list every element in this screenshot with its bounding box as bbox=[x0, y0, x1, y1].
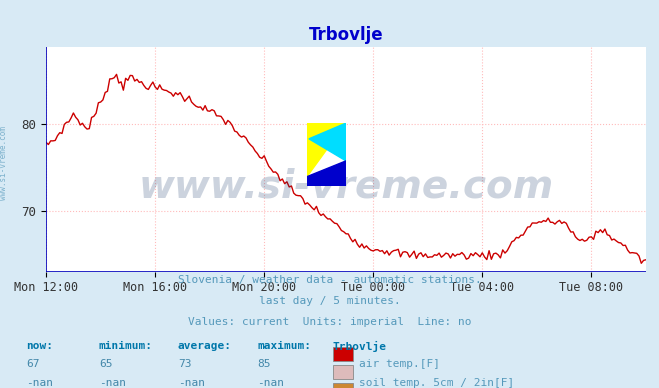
FancyBboxPatch shape bbox=[333, 365, 353, 379]
Text: minimum:: minimum: bbox=[99, 341, 153, 352]
Text: Slovenia / weather data - automatic stations.: Slovenia / weather data - automatic stat… bbox=[178, 275, 481, 285]
Text: www.si-vreme.com: www.si-vreme.com bbox=[0, 126, 8, 200]
Text: now:: now: bbox=[26, 341, 53, 352]
Title: Trbovlje: Trbovlje bbox=[308, 26, 384, 43]
Text: -nan: -nan bbox=[99, 378, 126, 388]
Text: last day / 5 minutes.: last day / 5 minutes. bbox=[258, 296, 401, 306]
Text: 65: 65 bbox=[99, 359, 112, 369]
Text: 67: 67 bbox=[26, 359, 40, 369]
Text: average:: average: bbox=[178, 341, 232, 352]
Text: Values: current  Units: imperial  Line: no: Values: current Units: imperial Line: no bbox=[188, 317, 471, 327]
Text: maximum:: maximum: bbox=[257, 341, 311, 352]
Text: -nan: -nan bbox=[26, 378, 53, 388]
Text: 73: 73 bbox=[178, 359, 191, 369]
Text: air temp.[F]: air temp.[F] bbox=[359, 359, 440, 369]
Text: 85: 85 bbox=[257, 359, 270, 369]
Text: www.si-vreme.com: www.si-vreme.com bbox=[138, 167, 554, 205]
Text: soil temp. 5cm / 2in[F]: soil temp. 5cm / 2in[F] bbox=[359, 378, 515, 388]
FancyBboxPatch shape bbox=[333, 347, 353, 361]
Text: -nan: -nan bbox=[178, 378, 205, 388]
Text: -nan: -nan bbox=[257, 378, 284, 388]
Text: Trbovlje: Trbovlje bbox=[333, 341, 387, 352]
FancyBboxPatch shape bbox=[333, 383, 353, 388]
